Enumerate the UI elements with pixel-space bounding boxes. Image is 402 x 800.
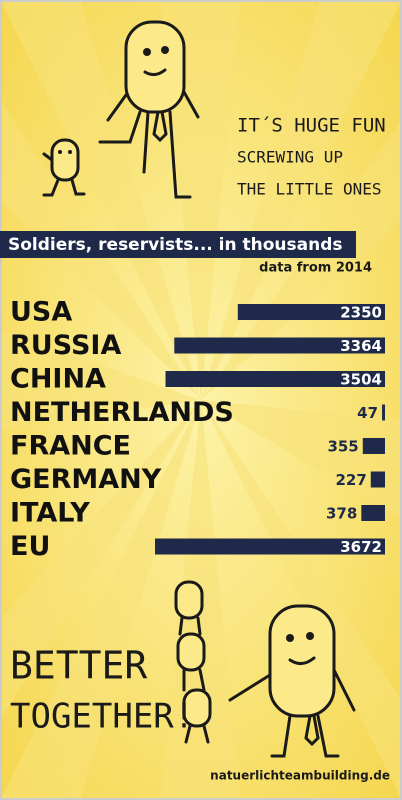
- category-label: EU: [10, 531, 50, 562]
- bar: [382, 404, 385, 421]
- category-label: FRANCE: [10, 431, 131, 462]
- title-band: [0, 231, 356, 258]
- category-label: CHINA: [10, 364, 106, 395]
- slogan-line: BETTER: [10, 644, 147, 688]
- value-label: 3504: [340, 371, 382, 389]
- category-label: USA: [10, 297, 72, 328]
- slogan-line: THE LITTLE ONES: [237, 180, 382, 199]
- bar: [370, 471, 385, 488]
- value-label: 355: [327, 438, 358, 456]
- value-label: 3672: [340, 538, 382, 556]
- value-label: 2350: [340, 304, 382, 322]
- bar: [362, 438, 385, 454]
- value-label: 3364: [340, 337, 382, 355]
- figure-stack: [174, 580, 212, 744]
- value-label: 378: [326, 505, 357, 523]
- value-label: 227: [335, 471, 366, 489]
- bar: [174, 337, 385, 354]
- value-label: 47: [357, 404, 378, 422]
- big-figure: [98, 20, 200, 199]
- slogan-line: IT´S HUGE FUN: [237, 115, 386, 137]
- bar: [165, 371, 385, 387]
- category-label: GERMANY: [10, 464, 162, 495]
- category-label: ITALY: [10, 498, 90, 529]
- bar: [361, 505, 385, 521]
- bar: [237, 304, 385, 320]
- small-figure: [42, 138, 86, 197]
- bar: [155, 538, 385, 555]
- slogan-line: TOGETHER!: [10, 697, 194, 737]
- slogan-line: SCREWING UP: [237, 148, 343, 167]
- category-label: RUSSIA: [10, 330, 121, 361]
- chart-subtitle: data from 2014: [259, 261, 372, 276]
- helper-figure: [228, 604, 356, 758]
- category-label: NETHERLANDS: [10, 397, 234, 428]
- bars: USA 2350 RUSSIA 3364 CHINA 3504 NETHERLANDS 47 F…: [10, 297, 385, 562]
- footer-link: natuerlichteambuilding.de: [210, 769, 390, 783]
- chart-title: Soldiers, reservists... in thousands: [8, 235, 343, 255]
